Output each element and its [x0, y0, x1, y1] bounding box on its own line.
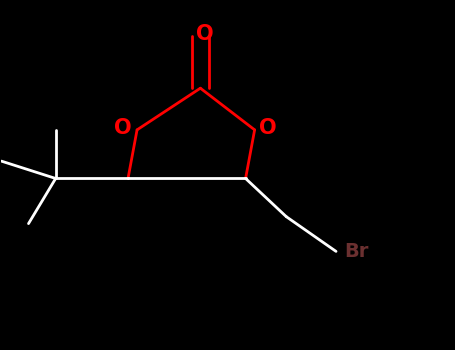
- Text: Br: Br: [344, 242, 369, 261]
- Text: O: O: [259, 118, 277, 138]
- Text: O: O: [114, 118, 131, 138]
- Text: O: O: [196, 25, 214, 44]
